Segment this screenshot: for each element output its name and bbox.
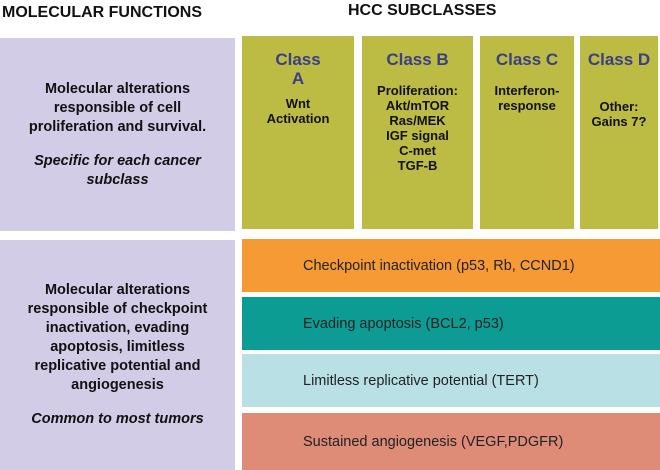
common-alterations-panel: Molecular alterations responsible of che… bbox=[0, 240, 235, 470]
class-desc-line: Activation bbox=[266, 111, 330, 126]
band-label: Evading apoptosis (BCL2, p53) bbox=[303, 315, 504, 332]
panel-main-text: Molecular alterations responsible of cel… bbox=[29, 80, 206, 137]
proliferation-survival-panel: Molecular alterations responsible of cel… bbox=[0, 38, 235, 231]
panel-text-line: responsible of cell bbox=[53, 99, 182, 116]
evading-apoptosis-band: Evading apoptosis (BCL2, p53) bbox=[242, 297, 660, 350]
panel-text-line: proliferation and survival. bbox=[28, 118, 207, 135]
class-title-line: Class C bbox=[495, 50, 559, 69]
class-desc-line: Wnt bbox=[285, 96, 311, 111]
class-b-title: Class B bbox=[386, 50, 448, 69]
class-title-line: Class D bbox=[587, 50, 651, 69]
panel-text-line: Molecular alterations bbox=[44, 282, 191, 298]
class-d-title: Class D bbox=[588, 50, 650, 69]
panel-main-text: Molecular alterations responsible of che… bbox=[28, 281, 208, 395]
band-label: Sustained angiogenesis (VEGF,PDGFR) bbox=[303, 433, 564, 450]
class-desc-line: IGF signal bbox=[386, 128, 449, 143]
hcc-subclasses-header: HCC SUBCLASSES bbox=[348, 2, 497, 19]
class-title-line: A bbox=[291, 69, 305, 88]
class-desc-line: response bbox=[498, 98, 556, 113]
limitless-replicative-band: Limitless replicative potential (TERT) bbox=[242, 354, 660, 407]
panel-italic-line: Specific for each cancer bbox=[34, 152, 201, 169]
class-d-description: Other: Gains 7? bbox=[592, 99, 647, 129]
panel-text-line: replicative potential and bbox=[34, 358, 201, 374]
class-a-box: Class A Wnt Activation bbox=[240, 34, 356, 231]
class-desc-line: Interferon- bbox=[494, 83, 560, 98]
class-title-line: Class bbox=[275, 50, 321, 69]
panel-text-line: inactivation, evading bbox=[45, 320, 190, 336]
band-label: Checkpoint inactivation (p53, Rb, CCND1) bbox=[303, 257, 575, 274]
class-c-box: Class C Interferon- response bbox=[478, 34, 576, 231]
sustained-angiogenesis-band: Sustained angiogenesis (VEGF,PDGFR) bbox=[242, 413, 660, 470]
class-a-title: Class A bbox=[275, 50, 320, 88]
class-desc-line: Akt/mTOR bbox=[385, 98, 450, 113]
panel-text-line: responsible of checkpoint bbox=[27, 301, 208, 317]
class-c-description: Interferon- response bbox=[495, 83, 560, 113]
molecular-functions-header: MOLECULAR FUNCTIONS bbox=[2, 4, 202, 21]
panel-italic-text: Common to most tumors bbox=[31, 410, 203, 429]
panel-text-line: Molecular alterations bbox=[44, 80, 191, 97]
class-desc-line: Proliferation: bbox=[377, 83, 458, 98]
class-desc-line: Gains 7? bbox=[591, 114, 647, 129]
class-desc-line: Other: bbox=[599, 99, 639, 114]
class-c-title: Class C bbox=[496, 50, 558, 69]
panel-italic-line: subclass bbox=[86, 171, 149, 188]
panel-italic-text: Specific for each cancer subclass bbox=[34, 152, 201, 190]
class-title-line: Class B bbox=[386, 50, 449, 69]
class-b-description: Proliferation: Akt/mTOR Ras/MEK IGF sign… bbox=[377, 83, 458, 173]
band-label: Limitless replicative potential (TERT) bbox=[303, 372, 539, 389]
class-a-description: Wnt Activation bbox=[267, 96, 330, 126]
panel-text-line: apoptosis, limitless bbox=[50, 339, 185, 355]
class-desc-line: TGF-B bbox=[397, 158, 438, 173]
class-desc-line: C-met bbox=[399, 143, 436, 158]
panel-text-line: angiogenesis bbox=[71, 377, 164, 393]
panel-italic-line: Common to most tumors bbox=[31, 411, 204, 427]
class-d-box: Class D Other: Gains 7? bbox=[578, 34, 660, 231]
class-b-box: Class B Proliferation: Akt/mTOR Ras/MEK … bbox=[360, 34, 475, 231]
checkpoint-inactivation-band: Checkpoint inactivation (p53, Rb, CCND1) bbox=[242, 239, 660, 292]
class-desc-line: Ras/MEK bbox=[389, 113, 446, 128]
